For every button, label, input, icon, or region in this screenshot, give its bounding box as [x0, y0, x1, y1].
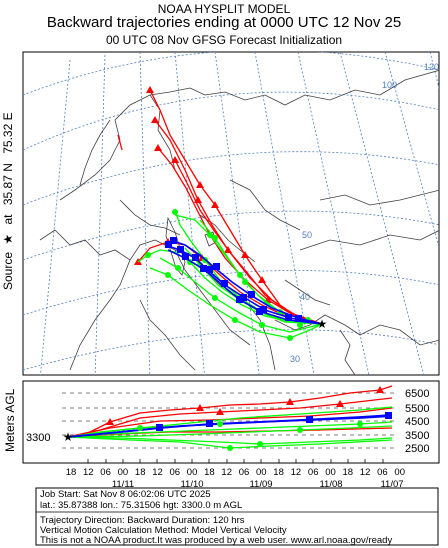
vertical-motion-method: Vertical Motion Calculation Method: Mode… [40, 525, 287, 536]
hour-tick-label: 06 [239, 467, 250, 478]
profile-source-star-icon: ★ [63, 430, 74, 444]
profile-level-labels: 6500 5500 4500 3500 2500 3300 [26, 388, 429, 455]
date-tick-label: 11/08 [319, 479, 342, 490]
source-label-text: Source ★ at 35.87 N 75.32 E [1, 112, 15, 290]
subtitle: 00 UTC 08 Nov GFSG Forecast Initializati… [105, 33, 343, 47]
model-name: NOAA HYSPLIT MODEL [157, 2, 291, 16]
job-start: Job Start: Sat Nov 8 06:02:06 UTC 2025 [40, 489, 211, 500]
hour-tick-label: 00 [187, 467, 198, 478]
time-axis-date-labels: 11/11 11/10 11/09 11/08 11/07 [112, 479, 404, 490]
hour-tick-label: 12 [83, 467, 94, 478]
time-axis-hour-labels: 18 12 06 00 18 12 06 00 18 12 06 00 18 12 06 00 18 12 06 00 [66, 467, 405, 478]
location-info: lat.: 35.87388 lon.: 75.31506 hgt: 3300.… [40, 500, 243, 511]
hour-tick-label: 12 [360, 467, 371, 478]
trajectory-direction: Trajectory Direction: Backward Duration:… [40, 515, 245, 526]
hour-tick-label: 06 [170, 467, 181, 478]
hour-tick-label: 12 [291, 467, 302, 478]
trajectory-markers-blue [165, 237, 302, 322]
date-tick-label: 11/10 [180, 479, 203, 490]
level-3500: 3500 [405, 430, 429, 442]
level-5500: 5500 [405, 403, 429, 415]
hour-tick-label: 18 [273, 467, 284, 478]
date-tick-label: 11/09 [249, 479, 272, 490]
page-title: Backward trajectories ending at 0000 UTC… [46, 14, 402, 31]
lat-label-50: 50 [302, 230, 312, 240]
hour-tick-label: 00 [118, 467, 129, 478]
source-lat: 35.87 N [1, 163, 15, 205]
start-height-label: 3300 [26, 432, 50, 444]
hour-tick-label: 06 [377, 467, 388, 478]
lon-label-100: 100 [382, 80, 397, 90]
trajectories-red [117, 89, 323, 325]
date-tick-label: 11/11 [112, 479, 134, 490]
hour-tick-label: 18 [343, 467, 354, 478]
hour-tick-label: 18 [66, 467, 77, 478]
hour-tick-label: 18 [204, 467, 215, 478]
source-at-word: at [1, 214, 15, 225]
source-star-glyph: ★ [1, 234, 15, 245]
level-4500: 4500 [405, 416, 429, 428]
info-box [35, 487, 439, 546]
source-star-icon: ★ [317, 317, 328, 331]
map-content: 50 40 30 100 120 [23, 52, 439, 375]
hour-tick-label: 18 [135, 467, 146, 478]
lat-label-30: 30 [290, 354, 300, 364]
hour-tick-label: 00 [394, 467, 405, 478]
time-axis-ticks [87, 459, 384, 463]
disclaimer: This is not a NOAA product.It was produc… [40, 535, 393, 546]
level-2500: 2500 [405, 443, 429, 455]
profile-traces [67, 385, 393, 449]
profile-markers: ★ [63, 386, 392, 451]
hour-tick-label: 00 [256, 467, 267, 478]
level-6500: 6500 [405, 388, 429, 400]
lon-label-120: 120 [424, 62, 439, 72]
date-tick-label: 11/07 [380, 479, 403, 490]
hour-tick-label: 12 [221, 467, 232, 478]
graticule [23, 52, 439, 375]
coastlines [39, 69, 439, 375]
hour-tick-label: 12 [152, 467, 163, 478]
lat-label-40: 40 [300, 292, 310, 302]
hour-tick-label: 06 [100, 467, 111, 478]
source-word: Source [1, 252, 15, 290]
source-lon: 75.32 E [1, 112, 15, 153]
hour-tick-label: 00 [325, 467, 336, 478]
hour-tick-label: 06 [308, 467, 319, 478]
profile-axis-label: Meters AGL [3, 388, 17, 452]
map-frame [22, 51, 440, 376]
